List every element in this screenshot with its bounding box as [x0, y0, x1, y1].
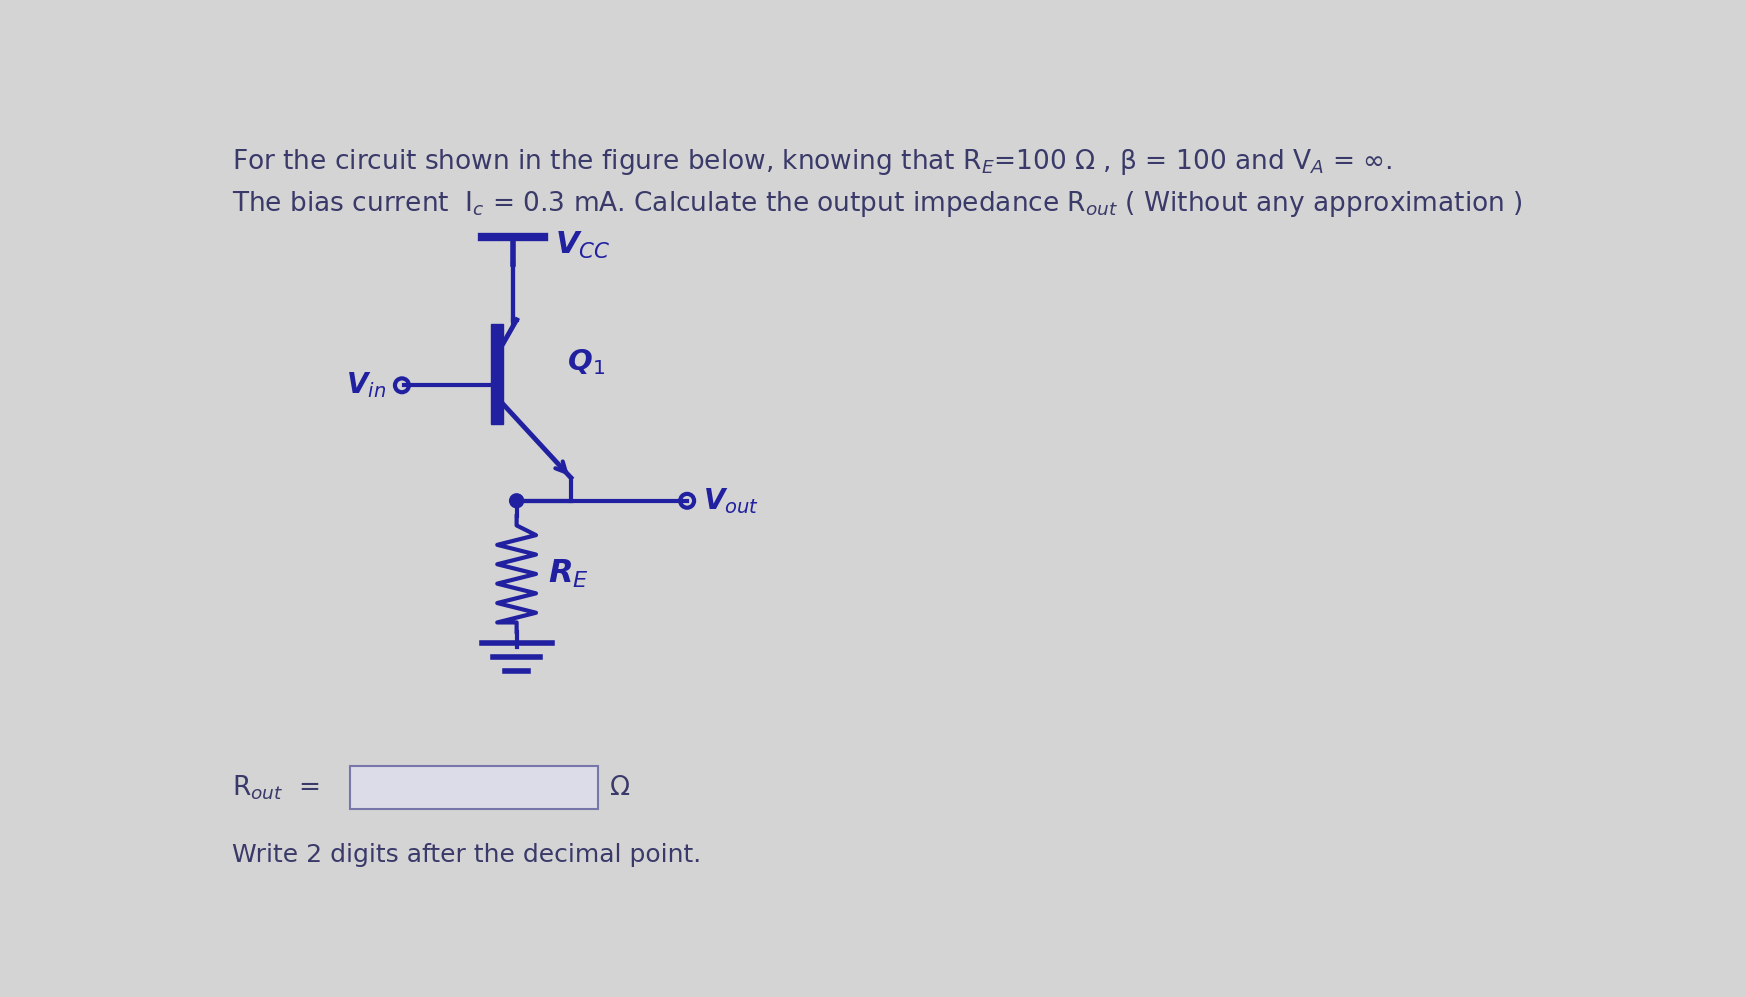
Text: Q$_{1}$: Q$_{1}$	[567, 347, 606, 377]
Text: V$_{out}$: V$_{out}$	[702, 486, 760, 515]
Text: R$_{E}$: R$_{E}$	[548, 557, 588, 590]
Text: V$_{in}$: V$_{in}$	[346, 371, 386, 400]
Circle shape	[510, 494, 524, 507]
Bar	[491, 324, 503, 424]
Text: For the circuit shown in the figure below, knowing that R$_{E}$=100 Ω , β = 100 : For the circuit shown in the figure belo…	[232, 147, 1393, 176]
Text: Write 2 digits after the decimal point.: Write 2 digits after the decimal point.	[232, 843, 702, 867]
Bar	[349, 767, 597, 809]
Text: Ω: Ω	[609, 775, 630, 801]
Text: V$_{CC}$: V$_{CC}$	[555, 229, 611, 261]
Text: R$_{out}$  =: R$_{out}$ =	[232, 774, 320, 802]
Text: The bias current  I$_{c}$ = 0.3 mA. Calculate the output impedance R$_{out}$ ( W: The bias current I$_{c}$ = 0.3 mA. Calcu…	[232, 189, 1523, 219]
